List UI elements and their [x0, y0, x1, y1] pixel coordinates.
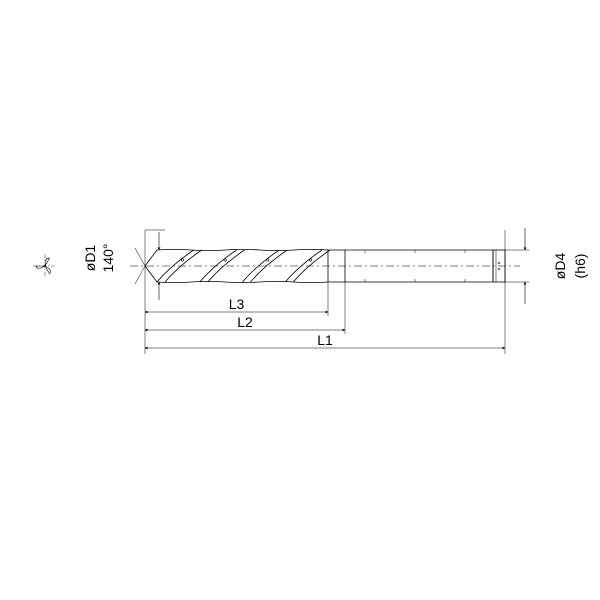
- coolant-hole: [181, 259, 183, 261]
- label-l1: L1: [317, 332, 333, 348]
- coolant-hole: [224, 259, 226, 261]
- drill-diagram: L3 L2 L1 øD1140° øD4(h6): [0, 0, 600, 600]
- label-l3: L3: [229, 296, 245, 312]
- endview-lobe: [45, 258, 50, 266]
- endview-lobe: [45, 266, 50, 274]
- angle-leader: [135, 266, 145, 284]
- flute-top: [157, 249, 328, 250]
- label-l2: L2: [237, 314, 253, 330]
- endcap-dot: [498, 262, 500, 264]
- angle-leader: [135, 248, 145, 266]
- endview-lobe: [36, 266, 45, 268]
- label-d4: øD4: [552, 253, 568, 280]
- endcap-dot: [498, 268, 500, 270]
- label-angle: 140°: [100, 244, 116, 273]
- label-h6: (h6): [572, 254, 588, 279]
- coolant-hole: [267, 259, 269, 261]
- label-d1: øD1: [82, 245, 98, 272]
- coolant-hole: [309, 259, 311, 261]
